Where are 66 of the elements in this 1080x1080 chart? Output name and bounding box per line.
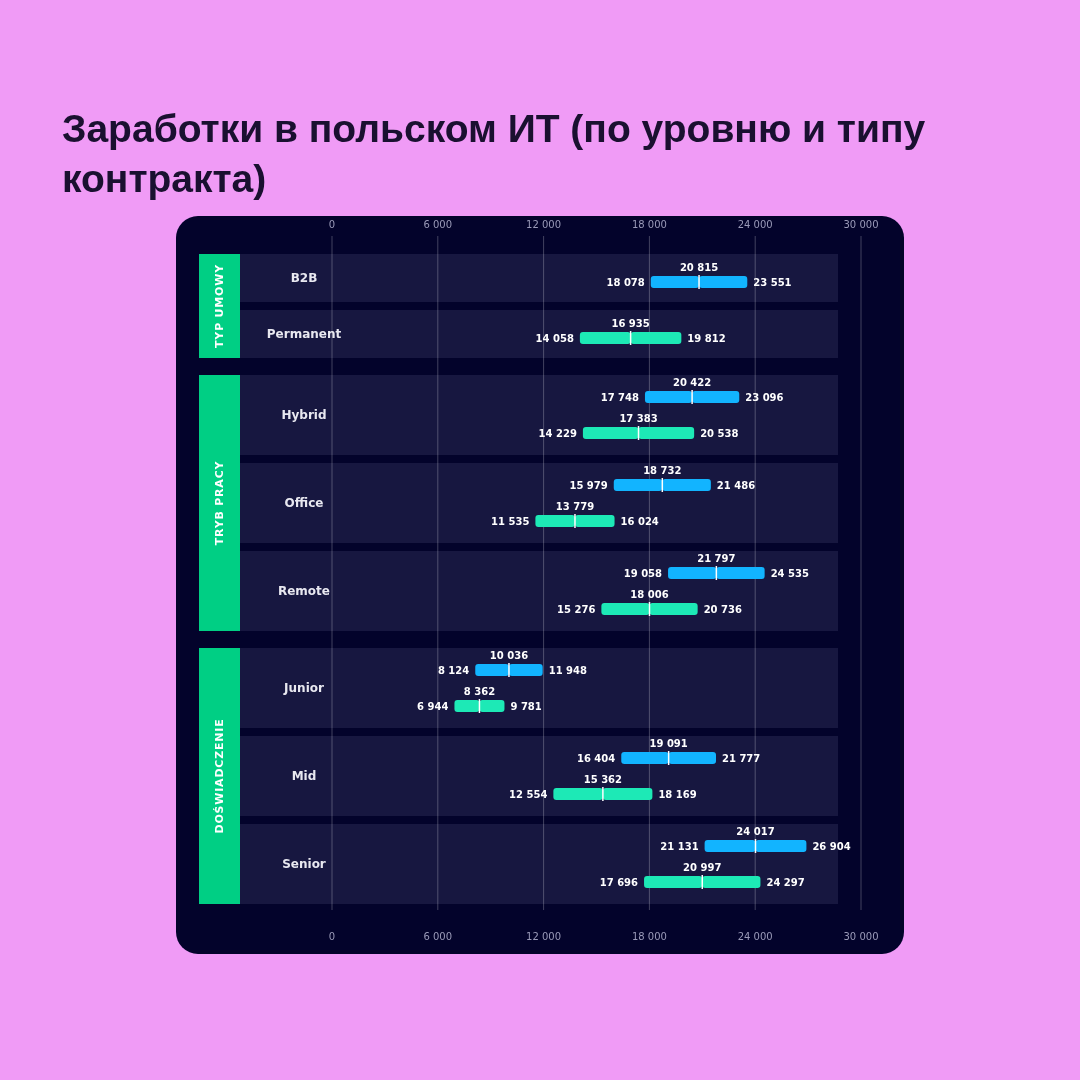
annotation: 16 404 bbox=[576, 752, 616, 764]
annotation: 15 276 bbox=[557, 603, 596, 615]
x-tick-label: 24 000 bbox=[737, 219, 773, 230]
annotation: 13 779 bbox=[555, 501, 595, 512]
y-tick-label: Office bbox=[284, 496, 324, 510]
chart-title: Заработки в польском ИТ (по уровню и типу контракта) bbox=[62, 107, 926, 200]
annotation: 6 944 bbox=[417, 700, 449, 712]
x-tick-label: 30 000 bbox=[843, 219, 879, 230]
annotation: 17 696 bbox=[599, 876, 639, 888]
annotation: 11 535 bbox=[491, 515, 530, 527]
annotation: 20 422 bbox=[672, 377, 712, 388]
y-tick-label: Hybrid bbox=[281, 408, 327, 422]
y-tick-label: B2B bbox=[290, 271, 318, 285]
annotation: 21 486 bbox=[716, 479, 756, 491]
annotation: 12 554 bbox=[509, 788, 548, 800]
annotation: 23 551 bbox=[753, 276, 792, 288]
annotation: 9 781 bbox=[510, 700, 542, 712]
annotation: 14 058 bbox=[535, 332, 574, 344]
y-tick-label: Remote bbox=[277, 584, 331, 598]
annotation: 24 017 bbox=[736, 826, 775, 837]
annotation: 18 732 bbox=[643, 465, 682, 476]
annotation: 15 979 bbox=[569, 479, 608, 491]
x2-tick-label: 12 000 bbox=[526, 931, 562, 942]
annotation: 10 036 bbox=[489, 650, 529, 661]
x2-tick-label: 30 000 bbox=[843, 931, 879, 942]
x2-tick-label: 24 000 bbox=[737, 931, 773, 942]
x2-tick-label: 18 000 bbox=[631, 931, 667, 942]
annotation: 18 006 bbox=[630, 589, 669, 600]
y-tick-label: Junior bbox=[283, 681, 324, 695]
x-tick-label: 6 000 bbox=[423, 219, 453, 230]
x2-tick-label: 0 bbox=[328, 931, 336, 942]
y-tick-label: Senior bbox=[282, 857, 326, 871]
annotation: 19 058 bbox=[623, 567, 663, 579]
annotation: 16 024 bbox=[620, 515, 659, 527]
annotation: 8 124 bbox=[437, 664, 470, 676]
annotation: 17 748 bbox=[600, 391, 639, 403]
annotation: 19 812 bbox=[687, 332, 726, 344]
x-tick-label: 12 000 bbox=[526, 219, 562, 230]
annotation: 21 131 bbox=[660, 840, 699, 852]
annotation: 15 362 bbox=[583, 774, 623, 785]
y-tick-label: Permanent bbox=[266, 327, 342, 341]
annotation: 16 935 bbox=[611, 318, 650, 329]
x-tick-label: 18 000 bbox=[631, 219, 667, 230]
annotation: 20 736 bbox=[703, 603, 742, 615]
annotation: 21 777 bbox=[722, 752, 761, 764]
annotation: 20 815 bbox=[679, 262, 719, 273]
annotation: 24 535 bbox=[770, 567, 809, 579]
band-label: DOŚWIADCZENIE bbox=[213, 718, 226, 834]
annotation: 19 091 bbox=[649, 738, 688, 749]
annotation: 8 362 bbox=[463, 686, 496, 697]
annotation: 17 383 bbox=[619, 413, 658, 424]
annotation: 18 169 bbox=[658, 788, 697, 800]
annotation: 24 297 bbox=[766, 876, 805, 888]
band-label: TYP UMOWY bbox=[213, 263, 226, 348]
annotation: 11 948 bbox=[548, 664, 587, 676]
y-tick-label: Mid bbox=[291, 769, 317, 783]
annotation: 20 538 bbox=[700, 427, 739, 439]
annotation: 20 997 bbox=[683, 862, 722, 873]
x-tick-label: 0 bbox=[328, 219, 336, 230]
x2-tick-label: 6 000 bbox=[423, 931, 453, 942]
annotation: 14 229 bbox=[538, 427, 577, 439]
annotation: 21 797 bbox=[697, 553, 736, 564]
band-label: TRYB PRACY bbox=[213, 460, 226, 546]
annotation: 23 096 bbox=[745, 391, 784, 403]
annotation: 26 904 bbox=[812, 840, 851, 852]
annotation: 18 078 bbox=[606, 276, 645, 288]
